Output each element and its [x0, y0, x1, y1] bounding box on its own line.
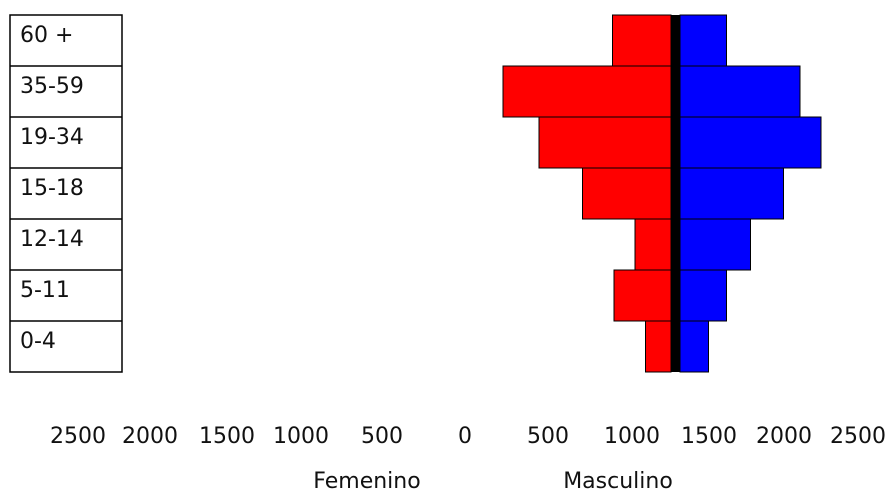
bar-femenino	[645, 320, 672, 373]
bar-femenino	[582, 167, 672, 220]
x-tick-label: 2000	[756, 424, 812, 449]
bar-masculino	[679, 218, 751, 271]
bar-femenino	[502, 65, 672, 118]
bar-masculino	[679, 65, 801, 118]
bar-masculino	[679, 14, 727, 67]
bar-femenino	[613, 269, 672, 322]
age-group-label: 35-59	[20, 74, 84, 99]
x-tick-label: 500	[527, 424, 569, 449]
x-tick-label: 2500	[830, 424, 886, 449]
x-tick-label: 1000	[604, 424, 660, 449]
center-axis-bar	[671, 15, 680, 372]
bar-femenino	[612, 14, 672, 67]
x-tick-label: 2500	[50, 424, 106, 449]
age-label-box: 60 + 35-59 19-34 15-18 12-14 5-11 0-4	[9, 14, 123, 373]
x-tick-label: 1000	[273, 424, 329, 449]
age-group-label: 60 +	[20, 23, 73, 48]
x-tick-label: 1500	[681, 424, 737, 449]
bar-femenino	[538, 116, 672, 169]
bars-group	[502, 14, 822, 373]
bar-masculino	[679, 116, 822, 169]
age-label-frame	[9, 14, 123, 373]
age-group-label: 19-34	[20, 125, 84, 150]
age-group-label: 0-4	[20, 329, 56, 354]
bar-femenino	[634, 218, 672, 271]
x-axis-label-femenino: Femenino	[313, 469, 420, 492]
age-group-label: 5-11	[20, 278, 70, 303]
bar-masculino	[679, 320, 709, 373]
x-tick-label: 500	[361, 424, 403, 449]
bar-masculino	[679, 167, 784, 220]
x-tick-label: 0	[458, 424, 472, 449]
bar-masculino	[679, 269, 727, 322]
x-axis-ticks: 2500 2000 1500 1000 500 0 500 1000 1500 2000 2500	[50, 424, 886, 449]
age-group-label: 15-18	[20, 176, 84, 201]
x-tick-label: 2000	[122, 424, 178, 449]
x-tick-label: 1500	[199, 424, 255, 449]
age-group-label: 12-14	[20, 227, 84, 252]
x-axis-label-masculino: Masculino	[563, 469, 673, 492]
